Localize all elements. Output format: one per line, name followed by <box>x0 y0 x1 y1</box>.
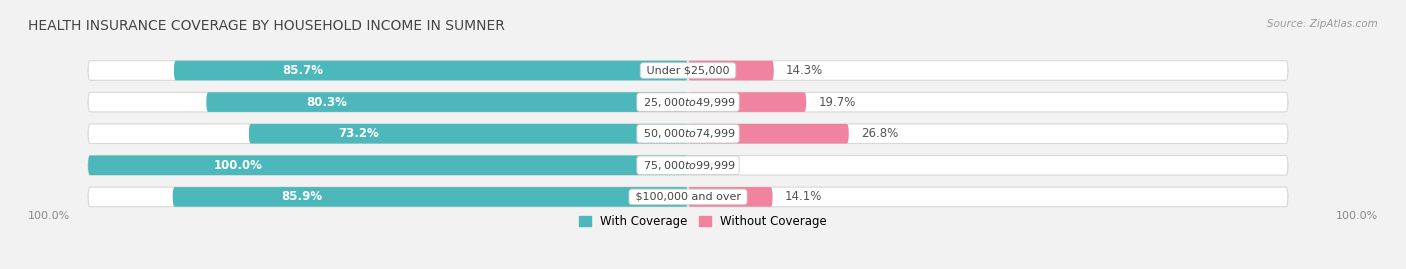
FancyBboxPatch shape <box>174 61 688 80</box>
FancyBboxPatch shape <box>89 92 1288 112</box>
Text: 0.0%: 0.0% <box>700 159 730 172</box>
Text: 80.3%: 80.3% <box>307 95 347 109</box>
FancyBboxPatch shape <box>89 155 1288 175</box>
FancyBboxPatch shape <box>207 92 688 112</box>
FancyBboxPatch shape <box>173 187 688 207</box>
FancyBboxPatch shape <box>89 155 688 175</box>
Text: $100,000 and over: $100,000 and over <box>631 192 744 202</box>
FancyBboxPatch shape <box>688 61 773 80</box>
Text: 14.3%: 14.3% <box>786 64 823 77</box>
Text: 73.2%: 73.2% <box>339 127 380 140</box>
Text: 19.7%: 19.7% <box>818 95 856 109</box>
Legend: With Coverage, Without Coverage: With Coverage, Without Coverage <box>579 215 827 228</box>
FancyBboxPatch shape <box>688 92 806 112</box>
Text: 100.0%: 100.0% <box>28 211 70 221</box>
FancyBboxPatch shape <box>89 187 1288 207</box>
Text: Under $25,000: Under $25,000 <box>643 66 733 76</box>
FancyBboxPatch shape <box>249 124 688 143</box>
Text: 85.9%: 85.9% <box>281 190 322 203</box>
FancyBboxPatch shape <box>89 61 1288 80</box>
Text: 100.0%: 100.0% <box>1336 211 1378 221</box>
Text: 85.7%: 85.7% <box>283 64 323 77</box>
Text: $50,000 to $74,999: $50,000 to $74,999 <box>640 127 737 140</box>
Text: Source: ZipAtlas.com: Source: ZipAtlas.com <box>1267 19 1378 29</box>
Text: $25,000 to $49,999: $25,000 to $49,999 <box>640 95 737 109</box>
Text: HEALTH INSURANCE COVERAGE BY HOUSEHOLD INCOME IN SUMNER: HEALTH INSURANCE COVERAGE BY HOUSEHOLD I… <box>28 19 505 33</box>
FancyBboxPatch shape <box>688 124 849 143</box>
Text: 26.8%: 26.8% <box>860 127 898 140</box>
Text: $75,000 to $99,999: $75,000 to $99,999 <box>640 159 737 172</box>
Text: 100.0%: 100.0% <box>214 159 263 172</box>
FancyBboxPatch shape <box>688 187 772 207</box>
Text: 14.1%: 14.1% <box>785 190 823 203</box>
FancyBboxPatch shape <box>89 124 1288 143</box>
